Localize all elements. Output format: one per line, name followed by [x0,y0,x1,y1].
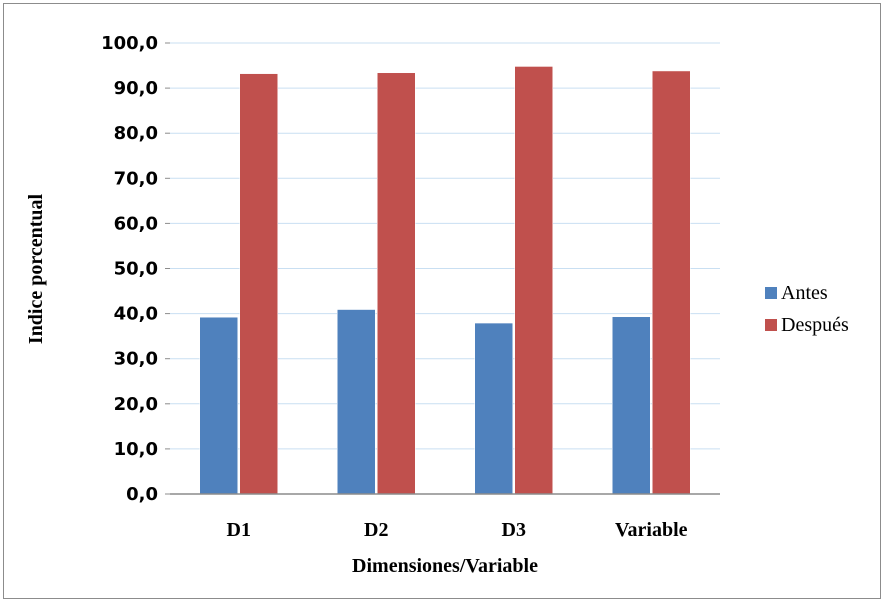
y-axis-ticks: 0,0 10,0 20,0 30,0 40,0 50,0 60,0 70,0 80,0 90,0 1… [101,33,170,505]
legend-swatch-después [765,319,777,331]
x-axis-title: Dimensiones/Variable [352,555,538,577]
x-tick-label: D1 [227,519,251,541]
y-tick-label: 50,0 [114,259,158,280]
y-tick-label: 40,0 [114,304,158,325]
legend-label: Antes [781,282,828,304]
y-tick-label: 100,0 [101,33,158,54]
y-tick-label: 90,0 [114,78,158,99]
bar-después-d2 [377,72,416,495]
y-tick-label: 0,0 [126,484,158,505]
bar-antes-variable [612,316,651,495]
y-tick-label: 80,0 [114,123,158,144]
legend: Antes Después [765,282,849,336]
x-tick-label: D2 [364,519,388,541]
x-tick-label: D3 [502,519,526,541]
bar-después-d1 [239,73,278,495]
bar-después-d3 [514,66,553,495]
legend-label: Después [781,314,849,336]
y-tick-label: 60,0 [114,213,158,234]
bar-antes-d2 [337,309,376,495]
x-tick-label: Variable [615,519,688,541]
y-tick-label: 30,0 [114,349,158,370]
x-axis-ticks: D1 D2 D3 Variable [227,519,688,541]
y-tick-label: 70,0 [114,168,158,189]
bar-antes-d1 [199,316,238,495]
bar-antes-d3 [474,322,513,495]
bar-después-variable [652,70,691,495]
chart-frame [3,3,881,599]
bars [199,66,691,495]
y-tick-label: 10,0 [114,439,158,460]
y-tick-label: 20,0 [114,394,158,415]
y-axis-title: Indice porcentual [25,193,47,344]
legend-swatch-antes [765,287,777,299]
